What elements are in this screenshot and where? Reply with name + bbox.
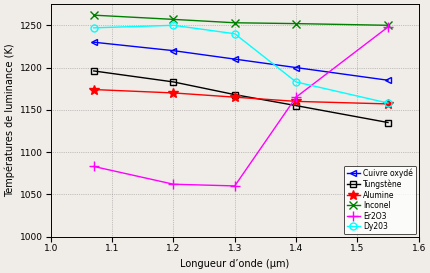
Alumine [385,102,390,106]
Alumine [171,91,176,94]
Tungstène [232,93,237,96]
Er2O3 [91,165,96,168]
Alumine [91,88,96,91]
Inconel [171,18,176,21]
X-axis label: Longueur d’onde (μm): Longueur d’onde (μm) [180,259,289,269]
Er2O3 [171,183,176,186]
Tungstène [293,104,298,107]
Line: Inconel: Inconel [89,11,392,29]
Er2O3 [385,25,390,29]
Line: Dy203: Dy203 [90,22,391,106]
Cuivre oxydé [171,49,176,52]
Dy203 [171,24,176,27]
Line: Tungstène: Tungstène [91,68,391,125]
Er2O3 [293,96,298,99]
Dy203 [293,80,298,84]
Alumine [293,100,298,103]
Line: Er2O3: Er2O3 [89,22,393,191]
Cuivre oxydé [293,66,298,69]
Cuivre oxydé [385,79,390,82]
Dy203 [385,102,390,105]
Legend: Cuivre oxydé, Tungstène, Alumine, Inconel, Er2O3, Dy203: Cuivre oxydé, Tungstène, Alumine, Incone… [344,166,416,234]
Y-axis label: Températures de luminance (K): Températures de luminance (K) [4,44,15,197]
Cuivre oxydé [232,58,237,61]
Inconel [91,14,96,17]
Line: Alumine: Alumine [89,85,393,109]
Dy203 [91,26,96,29]
Er2O3 [232,184,237,188]
Inconel [385,24,390,27]
Cuivre oxydé [91,41,96,44]
Tungstène [385,121,390,124]
Dy203 [232,32,237,35]
Tungstène [91,69,96,73]
Tungstène [171,80,176,84]
Alumine [232,96,237,99]
Inconel [293,22,298,25]
Inconel [232,21,237,24]
Line: Cuivre oxydé: Cuivre oxydé [90,39,391,84]
